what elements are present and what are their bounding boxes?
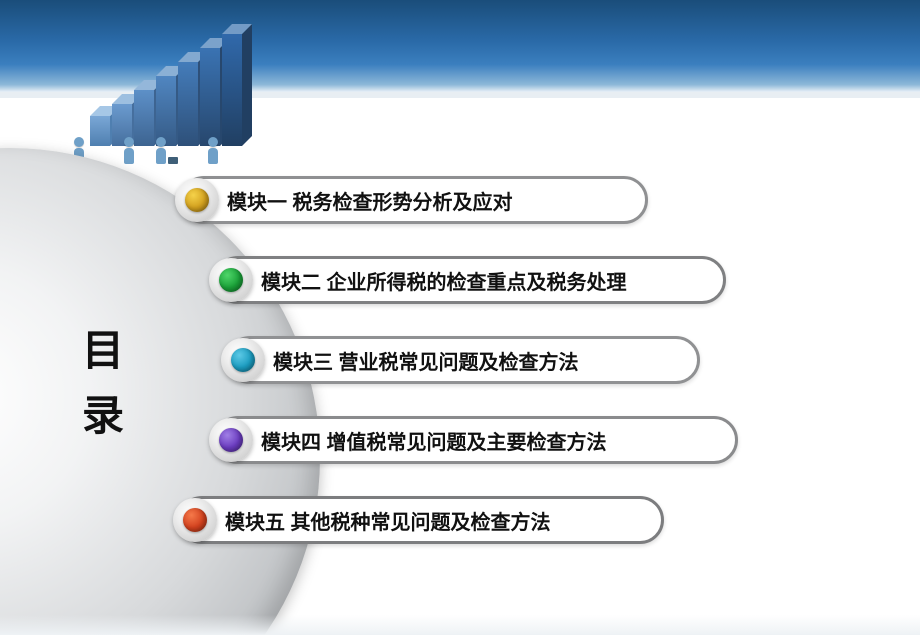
bullet-socket: [173, 498, 217, 542]
toc-item[interactable]: 模块三 营业税常见问题及检查方法: [226, 336, 700, 384]
toc-item-label: 模块三 营业税常见问题及检查方法: [273, 346, 579, 375]
briefcase-icon: [168, 157, 178, 164]
toc-item-label: 模块四 增值税常见问题及主要检查方法: [261, 426, 607, 455]
toc-item[interactable]: 模块二 企业所得税的检查重点及税务处理: [214, 256, 726, 304]
chart-bar: [222, 24, 252, 146]
toc-item[interactable]: 模块一 税务检查形势分析及应对: [180, 176, 648, 224]
bullet-socket: [209, 258, 253, 302]
bullet-dot-icon: [219, 428, 243, 452]
footer-fade: [0, 615, 920, 635]
toc-item[interactable]: 模块五 其他税种常见问题及检查方法: [178, 496, 664, 544]
bullet-socket: [175, 178, 219, 222]
bullet-dot-icon: [185, 188, 209, 212]
toc-item[interactable]: 模块四 增值税常见问题及主要检查方法: [214, 416, 738, 464]
toc-heading-line1: 目: [82, 318, 124, 383]
bullet-socket: [209, 418, 253, 462]
bullet-dot-icon: [183, 508, 207, 532]
person-icon: [156, 137, 166, 164]
person-icon: [208, 137, 218, 164]
toc-item-label: 模块一 税务检查形势分析及应对: [227, 186, 513, 215]
bullet-socket: [221, 338, 265, 382]
bullet-dot-icon: [219, 268, 243, 292]
header-3d-chart: [60, 4, 320, 164]
toc-heading: 目 录: [82, 318, 124, 448]
toc-item-label: 模块五 其他税种常见问题及检查方法: [225, 506, 551, 535]
toc-item-label: 模块二 企业所得税的检查重点及税务处理: [261, 266, 627, 295]
person-icon: [124, 137, 134, 164]
toc-heading-line2: 录: [82, 383, 124, 448]
bullet-dot-icon: [231, 348, 255, 372]
